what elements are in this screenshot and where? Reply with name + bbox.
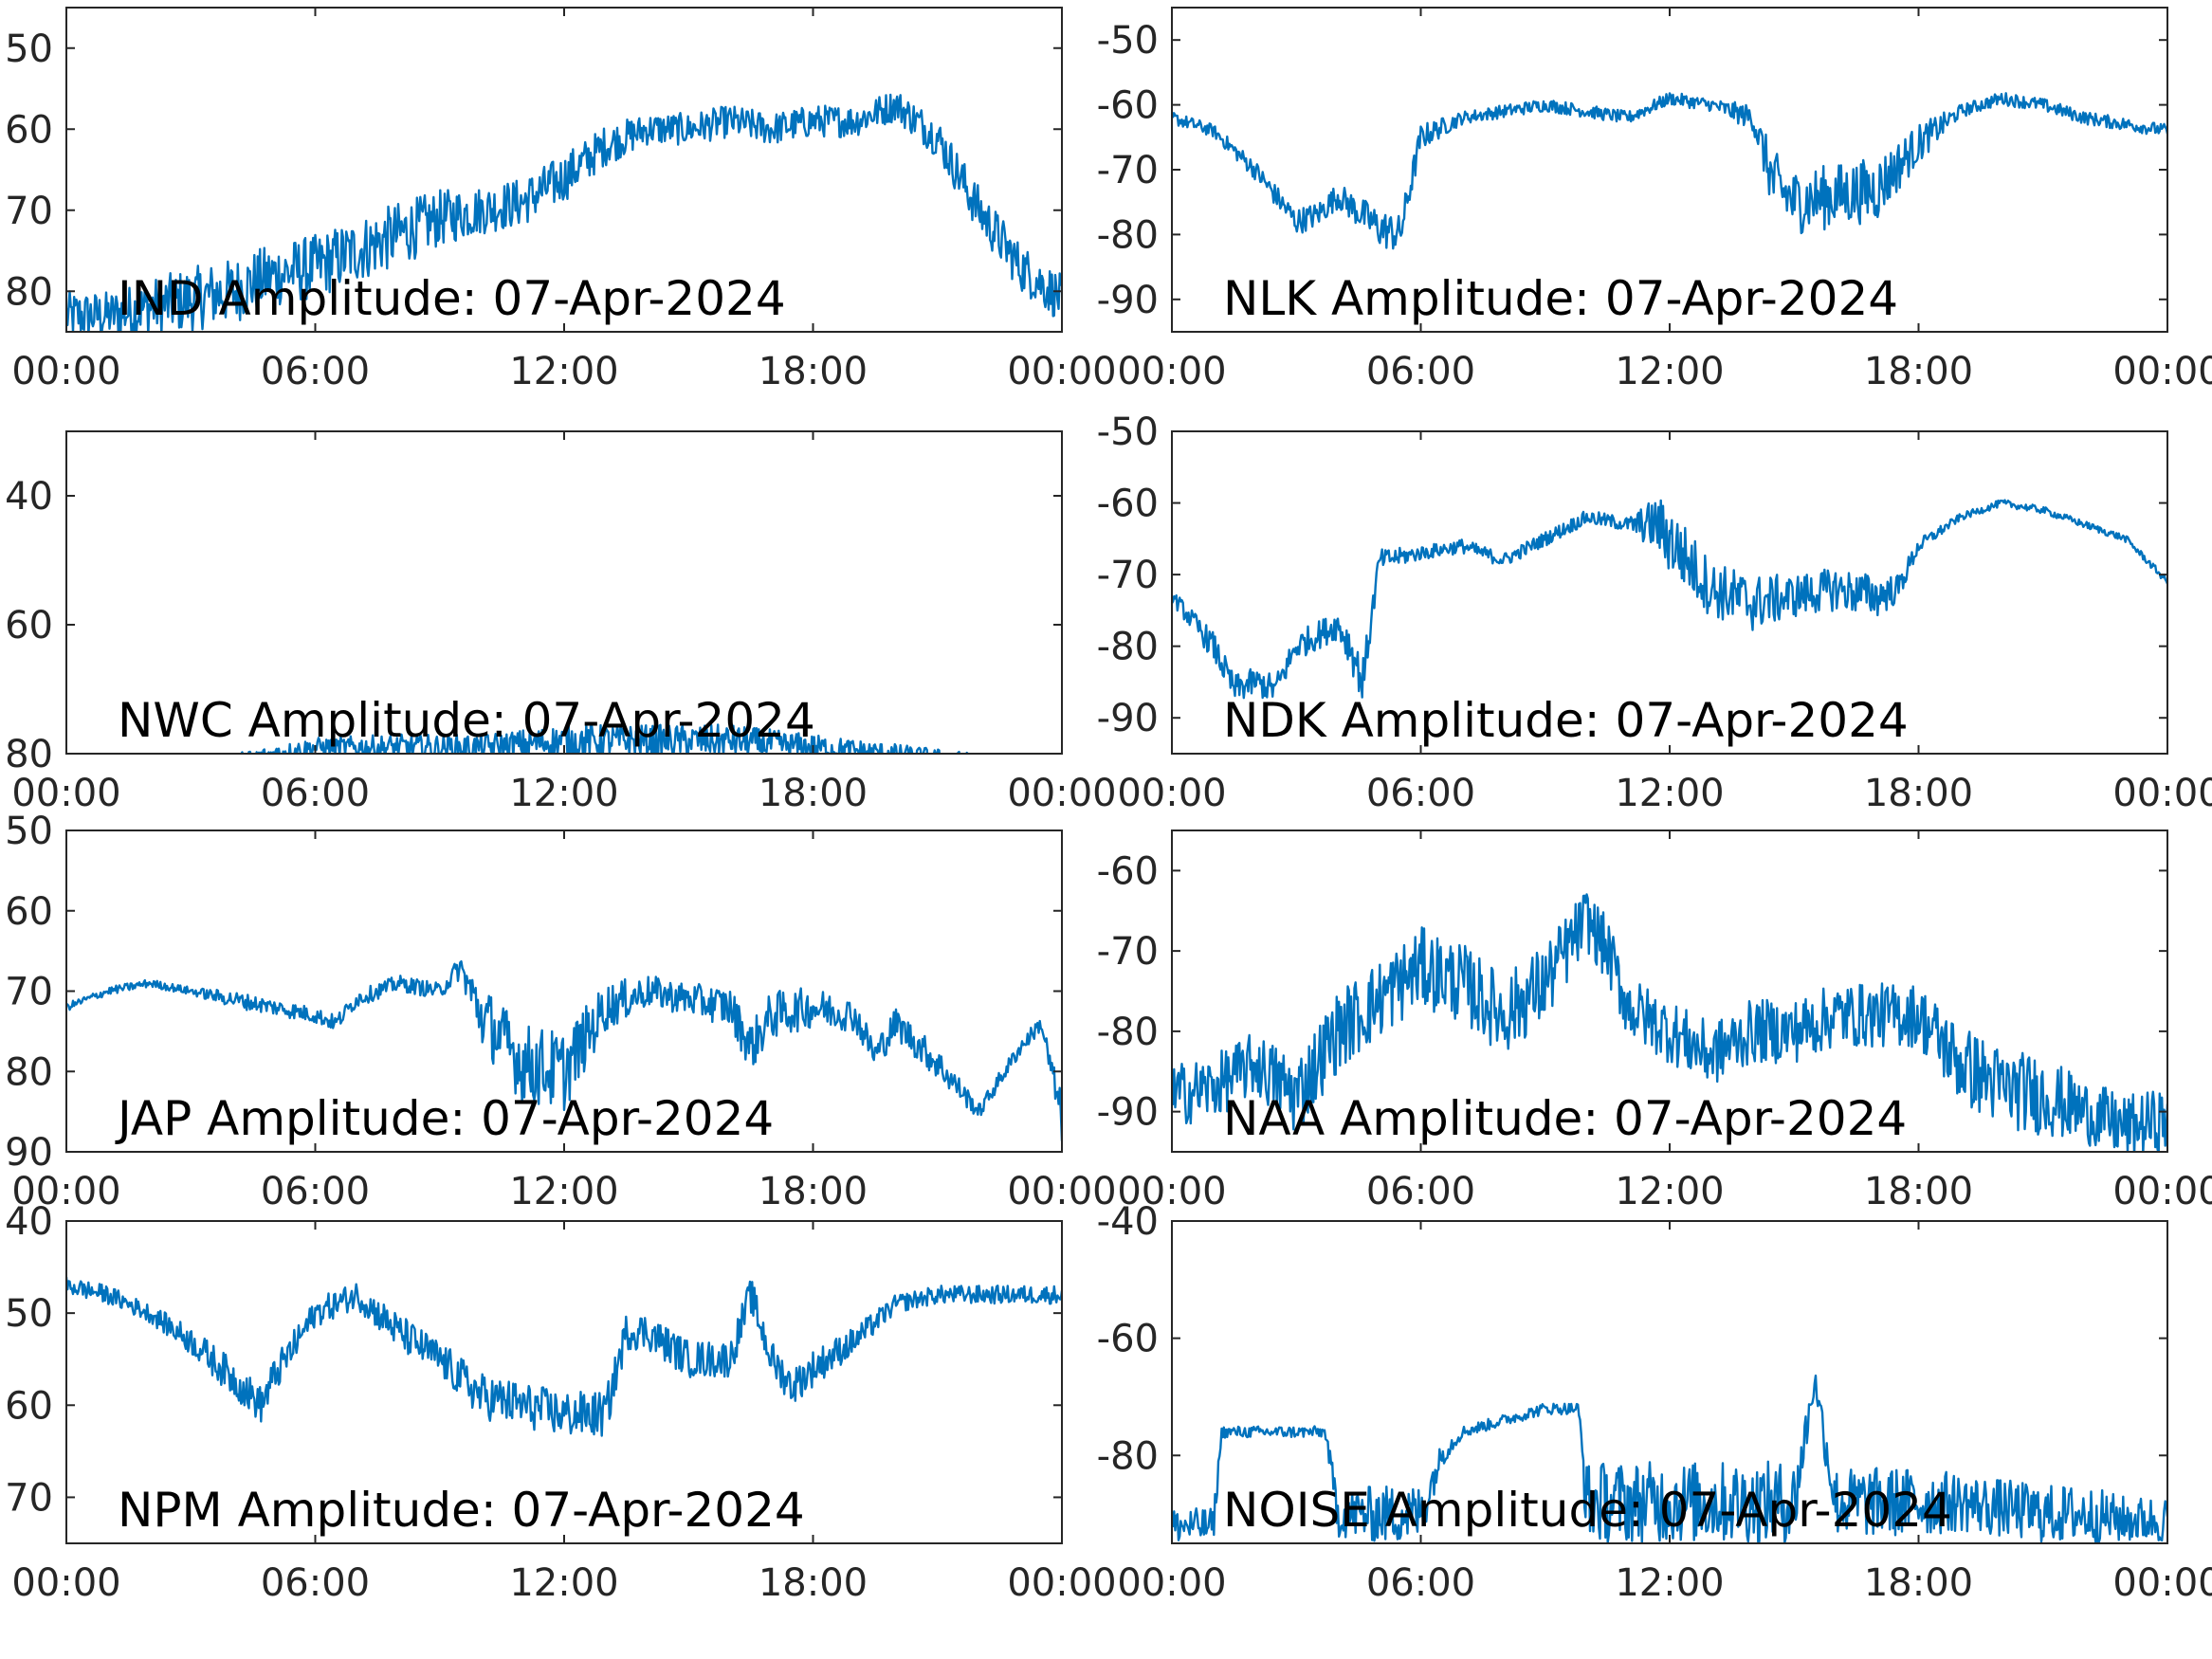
x-tick-label: 00:00	[2112, 1561, 2212, 1605]
x-tick-label: 06:00	[261, 1561, 370, 1605]
y-tick-label: 60	[5, 890, 53, 934]
y-tick-label: -80	[1097, 1011, 1159, 1054]
x-tick-label: 18:00	[759, 772, 868, 815]
y-tick-label: 60	[5, 1384, 53, 1428]
panel-title: NWC Amplitude: 07-Apr-2024	[118, 693, 815, 748]
y-tick-label: -90	[1097, 279, 1159, 322]
series-line	[1172, 1374, 2167, 1543]
panel-title: NDK Amplitude: 07-Apr-2024	[1223, 693, 1909, 748]
panel-3: 00:00 06:00 12:00 18:00 00:00 -90 -80 -70 -60 -50…	[1097, 410, 2212, 815]
x-tick-label: 00:00	[2112, 350, 2212, 393]
y-tick-label: -70	[1097, 149, 1159, 192]
x-tick-label: 18:00	[1864, 1561, 1973, 1605]
series-line	[1172, 893, 2167, 1152]
y-tick-label: 80	[5, 1050, 53, 1094]
panel-6: 00:00 06:00 12:00 18:00 00:00 70 60 50 40 NPM Amp…	[5, 1200, 1117, 1605]
y-tick-label: -40	[1097, 1200, 1159, 1244]
y-tick-label: -60	[1097, 849, 1159, 893]
x-tick-label: 06:00	[1366, 1561, 1475, 1605]
x-tick-label: 18:00	[759, 1170, 868, 1213]
y-tick-label: -50	[1097, 410, 1159, 454]
y-tick-label: 60	[5, 108, 53, 152]
y-tick-label: -60	[1097, 483, 1159, 526]
x-tick-label: 00:00	[1117, 1170, 1226, 1213]
y-tick-label: -70	[1097, 930, 1159, 974]
y-tick-label: 40	[5, 475, 53, 519]
x-tick-label: 00:00	[2112, 772, 2212, 815]
x-tick-label: 18:00	[1864, 350, 1973, 393]
x-tick-label: 00:00	[1007, 1170, 1116, 1213]
series-line	[1172, 499, 2167, 700]
y-tick-label: -90	[1097, 697, 1159, 740]
x-tick-label: 12:00	[509, 1561, 618, 1605]
x-tick-label: 00:00	[11, 772, 120, 815]
y-tick-label: -50	[1097, 19, 1159, 63]
panel-title: NPM Amplitude: 07-Apr-2024	[118, 1483, 805, 1538]
x-tick-label: 12:00	[1615, 1170, 1724, 1213]
y-tick-label: -60	[1097, 1318, 1159, 1361]
panel-5: 00:00 06:00 12:00 18:00 00:00 -90 -80 -70 -60 NAA…	[1097, 830, 2212, 1213]
series-line	[66, 960, 1062, 1141]
x-tick-label: 00:00	[1117, 1561, 1226, 1605]
panel-title: NLK Amplitude: 07-Apr-2024	[1223, 271, 1898, 326]
x-tick-label: 00:00	[11, 1170, 120, 1213]
x-tick-label: 12:00	[509, 350, 618, 393]
x-tick-label: 06:00	[261, 772, 370, 815]
series-line	[66, 93, 1062, 332]
series-line	[1172, 92, 2167, 250]
y-tick-label: 40	[5, 1200, 53, 1244]
x-tick-label: 12:00	[1615, 1561, 1724, 1605]
y-tick-label: -60	[1097, 84, 1159, 128]
panel-title: JAP Amplitude: 07-Apr-2024	[115, 1091, 774, 1146]
y-tick-label: 50	[5, 27, 53, 71]
series-line	[235, 723, 983, 754]
x-tick-label: 12:00	[1615, 350, 1724, 393]
series-line	[66, 1276, 1062, 1437]
panel-title: IND Amplitude: 07-Apr-2024	[118, 271, 786, 326]
x-tick-label: 06:00	[261, 350, 370, 393]
y-tick-label: 60	[5, 604, 53, 647]
y-tick-label: 70	[5, 190, 53, 233]
x-tick-label: 06:00	[261, 1170, 370, 1213]
panel-title: NAA Amplitude: 07-Apr-2024	[1223, 1091, 1907, 1146]
panel-title: NOISE Amplitude: 07-Apr-2024	[1223, 1483, 1952, 1538]
x-tick-label: 00:00	[1007, 350, 1116, 393]
x-tick-label: 18:00	[1864, 1170, 1973, 1213]
y-tick-label: 80	[5, 270, 53, 314]
panel-7: 00:00 06:00 12:00 18:00 00:00 -80 -60 -40 NOISE …	[1097, 1200, 2212, 1605]
x-tick-label: 06:00	[1366, 1170, 1475, 1213]
y-tick-label: 80	[5, 733, 53, 776]
x-tick-label: 18:00	[759, 1561, 868, 1605]
panel-1: 00:00 06:00 12:00 18:00 00:00 -90 -80 -70 -60 -50…	[1097, 7, 2212, 393]
y-tick-label: 70	[5, 971, 53, 1014]
y-tick-label: -80	[1097, 1434, 1159, 1478]
x-tick-label: 00:00	[2112, 1170, 2212, 1213]
y-tick-label: 50	[5, 1292, 53, 1336]
x-tick-label: 00:00	[1117, 350, 1226, 393]
x-tick-label: 06:00	[1366, 772, 1475, 815]
y-tick-label: -80	[1097, 213, 1159, 257]
x-tick-label: 00:00	[11, 1561, 120, 1605]
y-tick-label: 90	[5, 1131, 53, 1175]
x-tick-label: 00:00	[1117, 772, 1226, 815]
y-tick-label: 50	[5, 810, 53, 853]
x-tick-label: 18:00	[759, 350, 868, 393]
x-tick-label: 18:00	[1864, 772, 1973, 815]
x-tick-label: 06:00	[1366, 350, 1475, 393]
x-tick-label: 00:00	[1007, 1561, 1116, 1605]
x-tick-label: 12:00	[1615, 772, 1724, 815]
y-tick-label: -90	[1097, 1091, 1159, 1135]
y-tick-label: 70	[5, 1476, 53, 1520]
x-tick-label: 00:00	[11, 350, 120, 393]
x-tick-label: 00:00	[1007, 772, 1116, 815]
panel-0: 00:00 06:00 12:00 18:00 00:00 80 70 60 50 IND Amp…	[5, 7, 1117, 393]
x-tick-label: 12:00	[509, 772, 618, 815]
y-tick-label: -70	[1097, 554, 1159, 597]
x-tick-label: 12:00	[509, 1170, 618, 1213]
y-tick-label: -80	[1097, 626, 1159, 669]
